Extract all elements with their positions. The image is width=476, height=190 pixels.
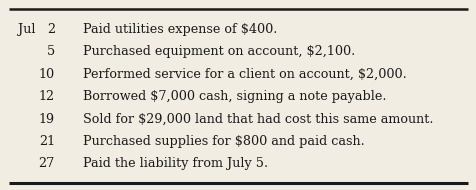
Text: Purchased equipment on account, $2,100.: Purchased equipment on account, $2,100.	[83, 45, 355, 58]
Text: Paid the liability from July 5.: Paid the liability from July 5.	[83, 158, 268, 170]
Text: 2: 2	[47, 23, 55, 36]
Text: Jul: Jul	[18, 23, 36, 36]
Text: Sold for $29,000 land that had cost this same amount.: Sold for $29,000 land that had cost this…	[83, 113, 433, 126]
Text: 5: 5	[47, 45, 55, 58]
Text: Paid utilities expense of $400.: Paid utilities expense of $400.	[83, 23, 277, 36]
Text: 12: 12	[39, 90, 55, 103]
Text: 21: 21	[39, 135, 55, 148]
Text: Purchased supplies for $800 and paid cash.: Purchased supplies for $800 and paid cas…	[83, 135, 365, 148]
Text: 27: 27	[39, 158, 55, 170]
Text: Performed service for a client on account, $2,000.: Performed service for a client on accoun…	[83, 68, 407, 81]
Text: 10: 10	[39, 68, 55, 81]
Text: Borrowed $7,000 cash, signing a note payable.: Borrowed $7,000 cash, signing a note pay…	[83, 90, 386, 103]
Text: 19: 19	[39, 113, 55, 126]
